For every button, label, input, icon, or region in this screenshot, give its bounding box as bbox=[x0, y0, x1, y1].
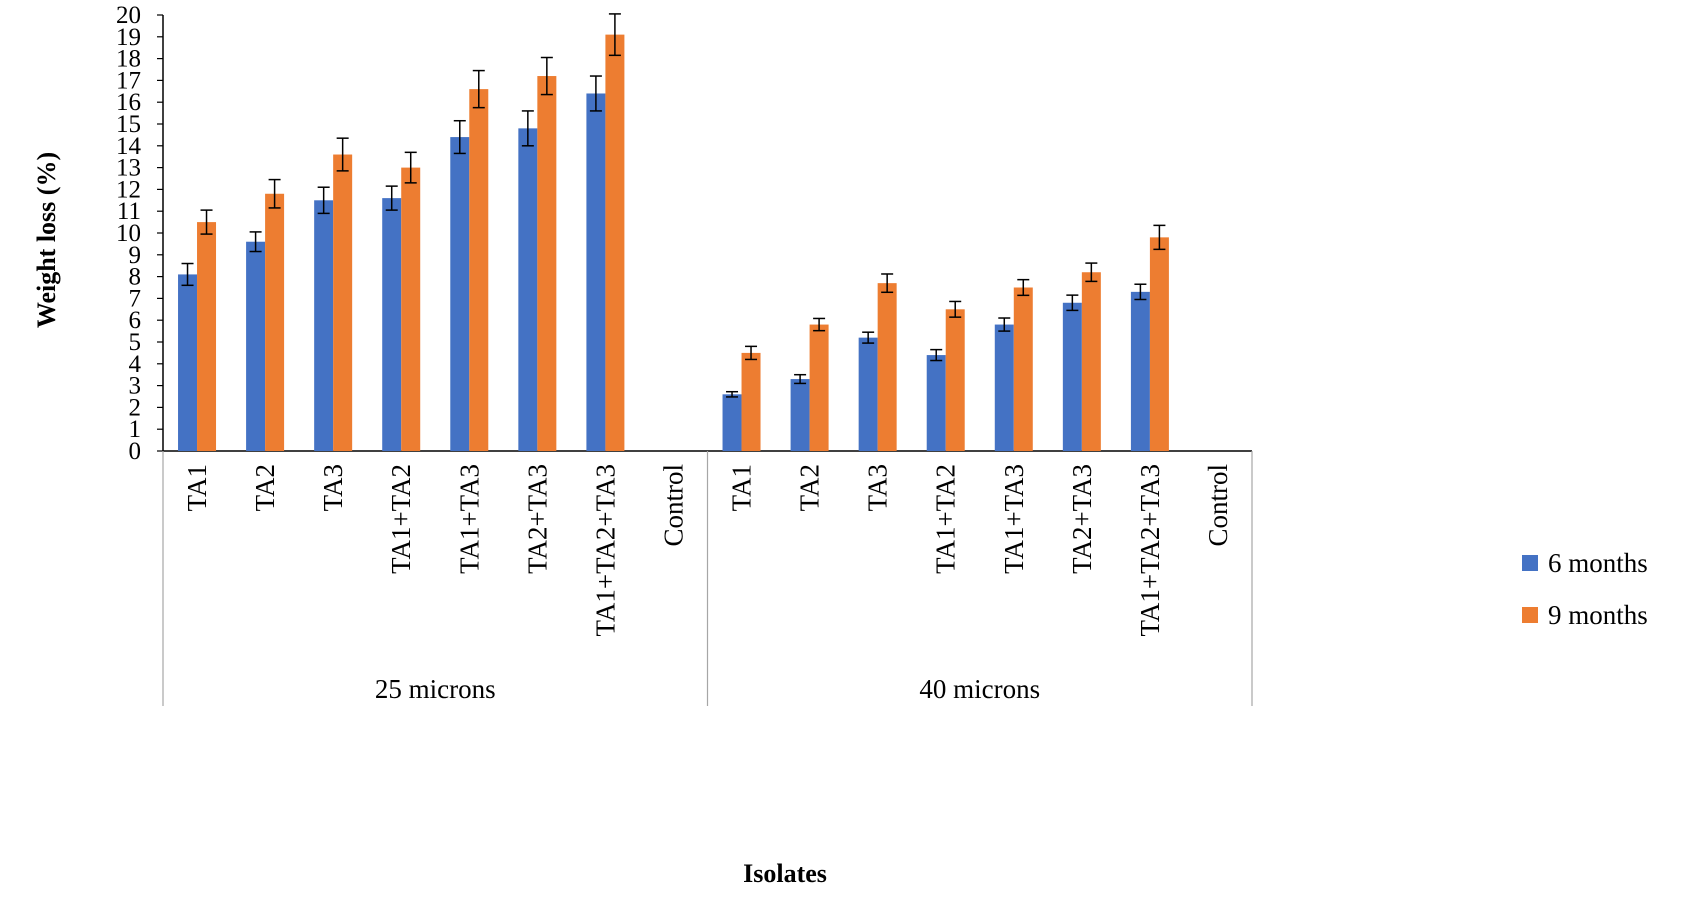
y-tick-label: 7 bbox=[129, 285, 142, 312]
y-tick-label: 13 bbox=[116, 155, 141, 182]
y-tick-label: 2 bbox=[129, 394, 142, 421]
bar-6-months bbox=[926, 355, 946, 451]
y-tick-label: 1 bbox=[129, 416, 142, 443]
bar-6-months bbox=[858, 337, 878, 451]
x-category-label: TA1+TA3 bbox=[454, 464, 484, 574]
x-group-label: 25 microns bbox=[375, 674, 496, 704]
y-tick-label: 3 bbox=[129, 373, 142, 400]
bar-6-months bbox=[722, 394, 742, 451]
bars bbox=[178, 34, 1169, 452]
bar-6-months bbox=[382, 198, 402, 451]
bar-6-months bbox=[1062, 302, 1082, 451]
bar-6-months bbox=[178, 274, 198, 451]
x-category-label: TA1 bbox=[182, 464, 212, 511]
y-tick-label: 17 bbox=[116, 67, 141, 94]
x-category-label: TA1+TA2+TA3 bbox=[590, 464, 620, 636]
x-category-label: TA1+TA2+TA3 bbox=[1135, 464, 1165, 636]
x-category-label: TA3 bbox=[863, 464, 893, 511]
x-group-label: 40 microns bbox=[919, 674, 1040, 704]
x-category-label: TA2 bbox=[250, 464, 280, 511]
y-tick-label: 15 bbox=[116, 111, 141, 138]
y-tick-label: 5 bbox=[129, 329, 142, 356]
x-axis-title: Isolates bbox=[743, 859, 827, 888]
y-tick-label: 11 bbox=[117, 198, 141, 225]
bar-9-months bbox=[945, 309, 965, 451]
bar-9-months bbox=[741, 352, 761, 451]
bar-9-months bbox=[401, 167, 421, 451]
bar-9-months bbox=[877, 283, 897, 451]
x-category-label: Control bbox=[658, 464, 688, 547]
y-tick-label: 0 bbox=[129, 438, 142, 465]
y-tick-label: 9 bbox=[129, 242, 142, 269]
x-category-label: TA1 bbox=[727, 464, 757, 511]
y-tick-label: 19 bbox=[116, 24, 141, 51]
legend-swatch-9-months bbox=[1522, 607, 1538, 623]
y-tick-label: 6 bbox=[129, 307, 142, 334]
bar-6-months bbox=[450, 137, 470, 451]
y-tick-label: 18 bbox=[116, 46, 141, 73]
bar-9-months bbox=[469, 89, 489, 452]
bar-6-months bbox=[246, 241, 266, 451]
x-category-label: TA1+TA2 bbox=[931, 464, 961, 574]
y-axis-title: Weight loss (%) bbox=[32, 152, 61, 328]
y-tick-label: 4 bbox=[129, 351, 142, 378]
bar-9-months bbox=[1013, 287, 1033, 451]
x-category-label: Control bbox=[1203, 464, 1233, 547]
bar-9-months bbox=[537, 76, 557, 451]
bar-6-months bbox=[790, 379, 810, 451]
legend-swatch-6-months bbox=[1522, 555, 1538, 571]
x-category-label: TA2 bbox=[795, 464, 825, 511]
legend-label-6-months: 6 months bbox=[1548, 548, 1648, 578]
legend-label-9-months: 9 months bbox=[1548, 600, 1648, 630]
error-bars bbox=[181, 13, 1166, 398]
bar-9-months bbox=[333, 154, 353, 451]
bar-9-months bbox=[1081, 272, 1101, 451]
x-category-label: TA2+TA3 bbox=[522, 464, 552, 574]
bar-6-months bbox=[314, 200, 334, 451]
x-category-label: TA1+TA3 bbox=[999, 464, 1029, 574]
y-tick-label: 12 bbox=[116, 176, 141, 203]
bar-9-months bbox=[809, 324, 829, 451]
bar-9-months bbox=[605, 34, 625, 452]
legend: 6 months 9 months bbox=[1522, 548, 1648, 630]
bar-6-months bbox=[1130, 291, 1150, 451]
bar-9-months bbox=[197, 222, 217, 451]
bar-6-months bbox=[994, 324, 1014, 451]
y-tick-label: 20 bbox=[116, 2, 141, 29]
x-category-label: TA1+TA2 bbox=[386, 464, 416, 574]
y-tick-label: 10 bbox=[116, 220, 141, 247]
y-tick-label: 14 bbox=[116, 133, 142, 160]
bar-6-months bbox=[518, 128, 538, 452]
x-category-label: TA2+TA3 bbox=[1067, 464, 1097, 574]
y-tick-label: 16 bbox=[116, 89, 141, 116]
bar-9-months bbox=[265, 193, 285, 451]
bar-9-months bbox=[1149, 237, 1169, 451]
y-tick-label: 8 bbox=[129, 264, 142, 291]
x-category-label: TA3 bbox=[318, 464, 348, 511]
bar-6-months bbox=[586, 93, 606, 451]
